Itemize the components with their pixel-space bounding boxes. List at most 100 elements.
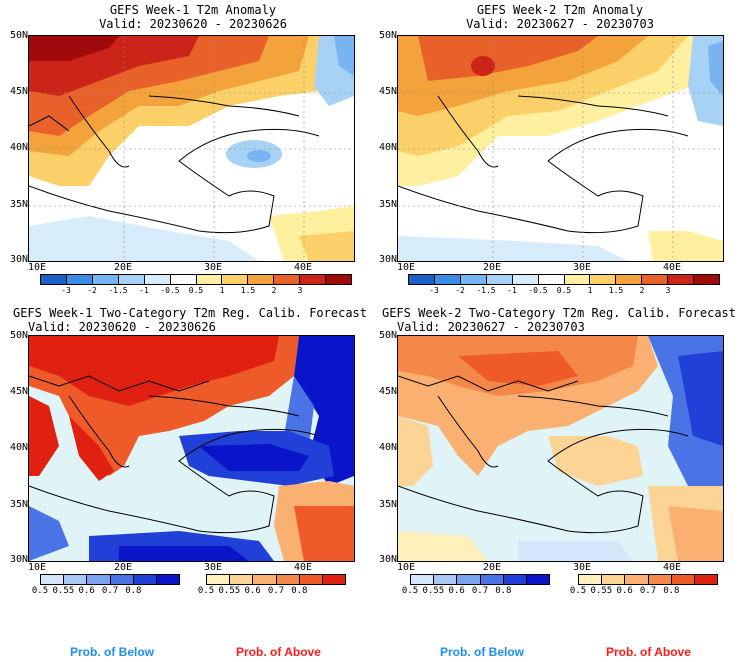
panel-valid: Valid: 20230620 - 20230626	[99, 17, 287, 31]
panel-title: GEFS Week-1 Two-Category T2m Reg. Calib.…	[12, 306, 367, 320]
colorbar-swatch	[694, 275, 720, 284]
lon-label: 40E	[662, 562, 682, 573]
colorbar-tick-label: 1.5	[608, 286, 624, 295]
lat-label: 40N	[9, 442, 28, 453]
colorbar-tick-label: 0.6	[448, 586, 465, 596]
colorbar-tick-label: 1	[587, 286, 593, 295]
lat-label: 50N	[9, 330, 28, 341]
colorbar-swatch	[625, 575, 649, 584]
colorbar-tick-label: 0.5	[556, 286, 572, 295]
lat-label: 50N	[9, 30, 28, 41]
lon-label: 10E	[396, 262, 416, 273]
colorbar-swatch	[196, 275, 223, 284]
colorbar-tick-label: 0.8	[663, 586, 680, 596]
colorbar-swatch	[64, 575, 88, 584]
colorbar-swatch	[642, 275, 669, 284]
map-week1-prob	[28, 335, 355, 562]
colorbar-swatch	[616, 275, 643, 284]
colorbar-tick-label: 0.7	[267, 586, 285, 596]
colorbar-swatch	[133, 575, 157, 584]
colorbar-swatch	[322, 575, 346, 584]
colorbar-tick-label: -1.5	[108, 286, 128, 295]
lat-label: 45N	[378, 86, 397, 97]
colorbar-tick-label: 0.6	[616, 586, 633, 596]
colorbar-swatch	[460, 275, 487, 284]
colorbar-swatch	[434, 275, 461, 284]
footer-above-label: Prob. of Above	[236, 645, 321, 659]
anomaly-colorbar	[408, 274, 720, 285]
probability-field	[398, 336, 723, 561]
colorbar-swatch	[503, 575, 527, 584]
lon-label: 20E	[113, 262, 133, 273]
colorbar-swatch	[326, 275, 352, 284]
anomaly-field	[398, 36, 723, 261]
lat-label: 35N	[378, 199, 397, 210]
colorbar-tick-label: -1.5	[476, 286, 496, 295]
colorbar-tick-label: 0.55	[422, 586, 445, 596]
colorbar-tick-label: 0.5	[401, 586, 419, 596]
lat-label: 45N	[9, 86, 28, 97]
colorbar-swatch	[253, 575, 277, 584]
below-colorbar	[410, 574, 550, 585]
colorbar-swatch	[668, 275, 695, 284]
colorbar-swatch	[694, 575, 718, 584]
colorbar-tick-label: 0.55	[218, 586, 241, 596]
above-colorbar	[206, 574, 346, 585]
colorbar-tick-label: 3	[297, 286, 303, 295]
colorbar-swatch	[409, 275, 435, 284]
panel-title: GEFS Week-2 Two-Category T2m Reg. Calib.…	[381, 306, 736, 320]
colorbar-tick-label: 3	[665, 286, 671, 295]
above-colorbar	[578, 574, 718, 585]
colorbar-tick-label: 0.5	[569, 586, 587, 596]
colorbar-tick-label: 0.7	[101, 586, 119, 596]
anomaly-field	[29, 36, 354, 261]
colorbar-swatch	[66, 275, 93, 284]
colorbar-tick-label: -0.5	[528, 286, 548, 295]
colorbar-swatch	[230, 575, 254, 584]
map-week1-anomaly	[28, 35, 355, 262]
colorbar-swatch	[434, 575, 458, 584]
lon-label: 30E	[203, 262, 223, 273]
colorbar-tick-label: 2	[271, 286, 277, 295]
colorbar-swatch	[118, 275, 145, 284]
lat-label: 40N	[378, 442, 397, 453]
colorbar-swatch	[590, 275, 617, 284]
colorbar-tick-label: 0.8	[125, 586, 142, 596]
probability-field	[29, 336, 354, 561]
footer-below-label: Prob. of Below	[440, 645, 524, 659]
colorbar-swatch	[411, 575, 435, 584]
colorbar-tick-label: 0.5	[197, 586, 215, 596]
anomaly-colorbar	[40, 274, 352, 285]
colorbar-swatch	[87, 575, 111, 584]
colorbar-swatch	[538, 275, 565, 284]
colorbar-swatch	[299, 575, 323, 584]
lat-label: 35N	[9, 499, 28, 510]
lon-label: 30E	[572, 262, 592, 273]
lat-label: 30N	[378, 554, 397, 565]
colorbar-tick-label: -2	[455, 286, 465, 295]
panel-valid: Valid: 20230620 - 20230626	[28, 320, 216, 334]
colorbar-swatch	[207, 575, 231, 584]
colorbar-swatch	[41, 575, 65, 584]
lat-label: 40N	[9, 142, 28, 153]
lon-label: 10E	[27, 262, 47, 273]
panel-valid: Valid: 20230627 - 20230703	[397, 320, 585, 334]
colorbar-tick-label: 0.8	[495, 586, 512, 596]
lat-label: 30N	[378, 254, 397, 265]
panel-title: GEFS Week-2 T2m Anomaly	[476, 3, 644, 17]
map-week2-anomaly	[397, 35, 724, 262]
colorbar-tick-label: -1	[139, 286, 149, 295]
colorbar-swatch	[648, 575, 672, 584]
colorbar-swatch	[144, 275, 171, 284]
colorbar-swatch	[276, 575, 300, 584]
lat-label: 45N	[378, 386, 397, 397]
colorbar-swatch	[526, 575, 550, 584]
colorbar-swatch	[274, 275, 301, 284]
colorbar-tick-label: 0.6	[78, 586, 95, 596]
colorbar-swatch	[156, 575, 180, 584]
lon-label: 20E	[482, 262, 502, 273]
colorbar-swatch	[671, 575, 695, 584]
colorbar-tick-label: -1	[507, 286, 517, 295]
colorbar-tick-label: 0.55	[590, 586, 613, 596]
colorbar-tick-label: 0.5	[31, 586, 49, 596]
